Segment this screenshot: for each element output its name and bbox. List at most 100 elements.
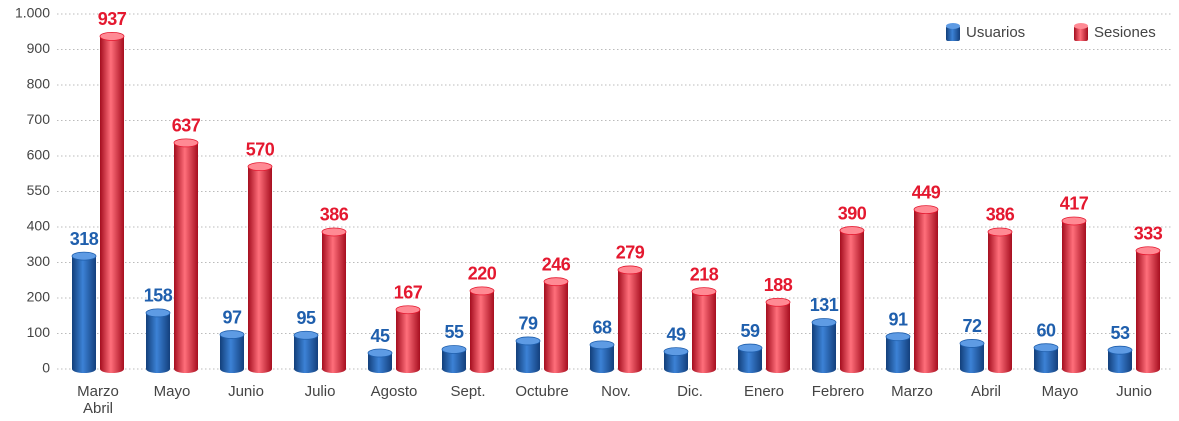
value-label: 279 [616, 243, 645, 263]
value-label: 95 [296, 308, 316, 328]
y-tick-label: 700 [27, 111, 51, 127]
value-label: 386 [986, 205, 1015, 225]
value-label: 246 [542, 254, 571, 274]
bar-cap [321, 227, 347, 237]
bar-cap [765, 297, 791, 307]
bar-cap [617, 265, 643, 275]
value-label: 59 [740, 321, 760, 341]
bar [886, 336, 910, 369]
bar [322, 231, 346, 369]
value-label: 417 [1060, 194, 1089, 214]
x-tick-label: Nov. [601, 383, 631, 400]
value-label: 53 [1110, 323, 1130, 343]
y-tick-label: 1.000 [15, 5, 50, 21]
y-tick-label: 0 [42, 360, 50, 376]
y-tick-label: 800 [27, 76, 51, 92]
value-label: 79 [518, 314, 538, 334]
legend-swatch [946, 26, 960, 41]
bar [470, 290, 494, 369]
bar [72, 256, 96, 369]
value-label: 72 [962, 316, 982, 336]
bar [248, 166, 272, 369]
value-label: 570 [246, 139, 275, 159]
bar [618, 269, 642, 369]
bar [738, 348, 762, 369]
bar [840, 230, 864, 369]
bar-cap [959, 339, 985, 348]
bar-cap [145, 308, 171, 318]
y-tick-label: 550 [27, 182, 51, 198]
bar-cap [173, 138, 199, 148]
x-tick-label: Febrero [811, 383, 865, 400]
x-tick-label: Julio [304, 383, 336, 400]
x-tick-label: Abril [970, 383, 1001, 400]
value-label: 68 [592, 318, 612, 338]
bar [442, 349, 466, 369]
value-label: 220 [468, 264, 497, 284]
y-tick-label: 400 [27, 218, 51, 234]
bar [294, 335, 318, 369]
x-tick-label: Mayo [1041, 383, 1079, 400]
legend-swatch-cap [946, 23, 960, 29]
bar [220, 334, 244, 369]
legend-label: Usuarios [966, 24, 1025, 41]
bar-cap [885, 332, 911, 342]
value-label: 49 [666, 324, 686, 344]
bar-cap [515, 336, 541, 346]
value-label: 131 [810, 295, 839, 315]
bar-cap [663, 347, 689, 357]
legend-label: Sesiones [1094, 24, 1156, 41]
value-label: 937 [98, 9, 127, 29]
x-tick-label: Junio [228, 383, 264, 400]
y-tick-label: 200 [27, 289, 51, 305]
bar-cap [839, 226, 865, 235]
value-label: 333 [1134, 224, 1163, 244]
bar-cap [395, 305, 421, 315]
bar-cap [987, 227, 1013, 237]
bar-cap [1033, 343, 1059, 353]
value-label: 55 [444, 322, 464, 342]
value-label: 60 [1036, 320, 1056, 340]
bar-cap [691, 287, 717, 297]
bar-cap [1135, 246, 1161, 256]
bar [1108, 350, 1132, 369]
bar [1062, 220, 1086, 369]
value-label: 318 [70, 229, 99, 249]
bar [174, 142, 198, 369]
bar [146, 312, 170, 369]
bar-cap [543, 277, 569, 287]
value-label: 449 [912, 182, 941, 202]
x-tick-label: Marzo Abril [77, 383, 119, 417]
value-label: 386 [320, 205, 349, 225]
bar-cap [1107, 345, 1133, 355]
legend-swatch [1074, 26, 1088, 41]
y-tick-label: 300 [27, 253, 51, 269]
bar [692, 291, 716, 369]
bar-cap [247, 162, 273, 172]
x-tick-label: Dic. [677, 383, 703, 400]
x-tick-label: Mayo [153, 383, 191, 400]
bar [664, 351, 688, 369]
bar [544, 281, 568, 369]
y-tick-label: 900 [27, 40, 51, 56]
value-label: 158 [144, 286, 173, 306]
bar [1034, 347, 1058, 369]
value-label: 390 [838, 203, 867, 223]
x-tick-label: Sept. [450, 383, 486, 400]
bar-cap [1061, 216, 1087, 226]
bar-cap [99, 31, 125, 41]
bar-cap [469, 286, 495, 296]
bar-cap [441, 345, 467, 354]
bar-cap [589, 340, 615, 350]
bar [914, 209, 938, 369]
bar [396, 309, 420, 369]
legend-swatch-cap [1074, 23, 1088, 29]
x-tick-label: Agosto [370, 383, 418, 400]
value-label: 218 [690, 264, 719, 284]
bar [766, 302, 790, 369]
value-label: 45 [370, 326, 390, 346]
bar [368, 353, 392, 369]
x-tick-label: Enero [743, 383, 785, 400]
value-label: 91 [888, 309, 908, 329]
